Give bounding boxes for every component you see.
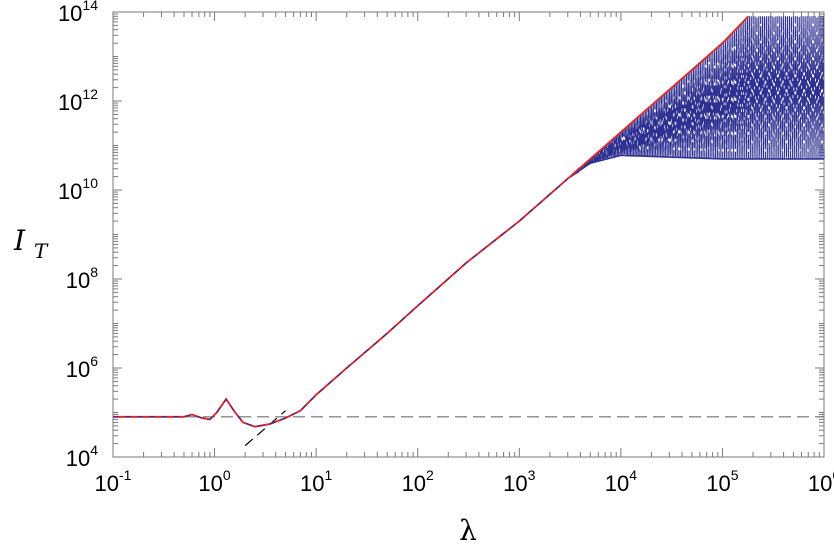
y-tick-label: 1014 bbox=[58, 0, 98, 26]
series-blue bbox=[113, 154, 824, 428]
y-tick-label: 106 bbox=[66, 353, 98, 382]
ticks bbox=[112, 11, 825, 458]
plot-frame bbox=[112, 11, 825, 458]
series-blue-oscillation bbox=[567, 16, 825, 180]
x-tick-label: 106 bbox=[808, 467, 834, 496]
tick-labels: 10-1 100 101 102 103 104 105 106 104 106 108 1010 10… bbox=[58, 0, 834, 496]
series-blue-overlay bbox=[113, 178, 569, 428]
series bbox=[113, 15, 825, 447]
x-tick-label: 101 bbox=[300, 467, 332, 496]
y-axis-label-main: I bbox=[13, 224, 26, 257]
x-axis-label: λ bbox=[459, 514, 477, 547]
x-tick-label: 103 bbox=[503, 467, 535, 496]
x-tick-label: 102 bbox=[402, 467, 434, 496]
x-tick-label: 100 bbox=[198, 467, 230, 496]
y-tick-label: 104 bbox=[66, 442, 98, 471]
y-tick-label: 1010 bbox=[58, 175, 98, 204]
reference-line bbox=[244, 410, 286, 447]
y-tick-label: 1012 bbox=[58, 86, 98, 115]
y-axis-label-sub: T bbox=[34, 239, 49, 263]
series-red bbox=[113, 15, 750, 428]
x-tick-label: 104 bbox=[605, 467, 637, 496]
x-tick-label: 10-1 bbox=[95, 467, 132, 496]
y-tick-label: 108 bbox=[66, 264, 98, 293]
x-tick-label: 105 bbox=[706, 467, 738, 496]
y-axis-label: I T bbox=[13, 224, 49, 263]
